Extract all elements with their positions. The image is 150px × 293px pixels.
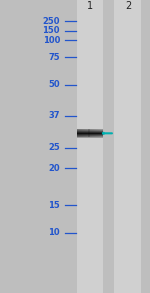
Bar (76, 130, 103, 131)
Bar (96, 129, 97, 137)
Bar (114, 0, 141, 293)
Bar (76, 131, 103, 132)
Text: 75: 75 (48, 53, 60, 62)
Bar (99, 129, 100, 137)
Bar (76, 133, 103, 134)
Bar (79, 129, 80, 137)
Bar (85, 129, 86, 137)
Bar (95, 129, 96, 137)
Bar (76, 136, 103, 137)
Bar (76, 137, 103, 138)
Bar (84, 129, 85, 137)
Text: 2: 2 (125, 1, 131, 11)
Bar (76, 136, 103, 137)
Bar (76, 132, 103, 133)
Bar (76, 129, 78, 137)
Text: 25: 25 (48, 144, 60, 152)
Bar (97, 129, 98, 137)
Bar (83, 129, 84, 137)
Bar (86, 129, 87, 137)
Bar (87, 129, 88, 137)
Bar (89, 129, 91, 137)
Text: 50: 50 (48, 81, 60, 89)
Bar (76, 0, 103, 293)
Bar (91, 129, 92, 137)
Text: 150: 150 (42, 26, 60, 35)
Bar (88, 129, 90, 137)
Bar (76, 134, 103, 135)
Bar (76, 134, 103, 135)
Bar (94, 129, 95, 137)
Text: 100: 100 (43, 36, 60, 45)
Text: 20: 20 (48, 164, 60, 173)
Bar (82, 129, 83, 137)
Bar (76, 129, 103, 130)
Bar (81, 129, 82, 137)
Text: 37: 37 (48, 111, 60, 120)
Bar (102, 129, 104, 137)
Bar (76, 135, 103, 136)
Bar (76, 130, 103, 131)
Bar (98, 129, 99, 137)
Bar (80, 129, 81, 137)
Text: 1: 1 (87, 1, 93, 11)
Bar (92, 129, 93, 137)
Bar (76, 131, 103, 132)
Bar (101, 129, 103, 137)
Bar (76, 130, 103, 131)
Text: 10: 10 (48, 229, 60, 237)
Bar (93, 129, 94, 137)
Bar (76, 135, 103, 136)
Text: 15: 15 (48, 201, 60, 209)
Bar (76, 133, 103, 134)
Bar (78, 129, 79, 137)
Bar (76, 134, 103, 135)
Bar (76, 132, 103, 133)
Bar (100, 129, 102, 137)
Text: 250: 250 (42, 17, 60, 25)
